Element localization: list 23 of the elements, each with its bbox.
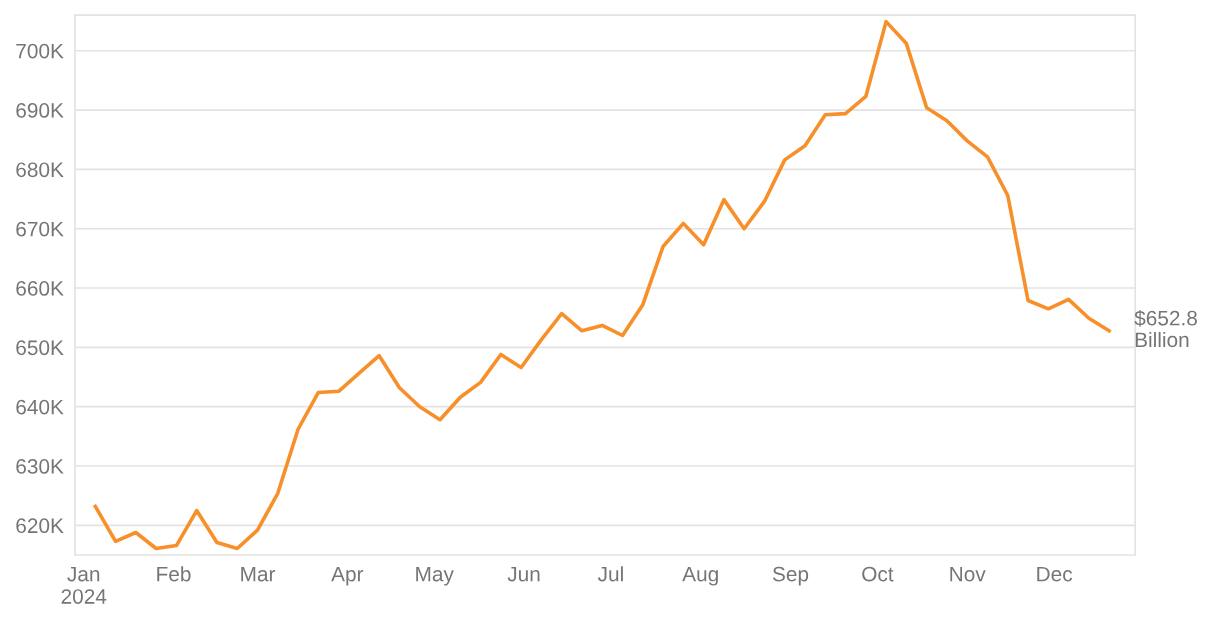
x-tick-label: Feb: [157, 566, 191, 582]
line-series: [93, 19, 1111, 551]
x-tick-label: Mar: [241, 566, 276, 582]
x-tick-label: Sep: [772, 566, 809, 586]
y-tick-label: 640K: [16, 399, 64, 415]
y-tick-label: 630K: [16, 459, 64, 474]
x-tick-label: May: [416, 566, 454, 586]
annotation: $652.8 Billion: [1134, 309, 1197, 348]
x-tick-label: Jul: [597, 566, 623, 582]
x-tick-label: Aug: [682, 566, 718, 586]
x-tick-label: Jan 2024: [61, 566, 107, 604]
x-tick-label: Apr: [331, 566, 364, 586]
y-tick-label: 680K: [16, 162, 64, 178]
y-tick-label: 620K: [16, 518, 64, 534]
y-tick-label: 650K: [16, 340, 64, 356]
y-tick-label: 670K: [16, 221, 64, 237]
y-tick-label: 700K: [16, 43, 64, 59]
y-tick-label: 690K: [16, 103, 64, 118]
x-tick-label: Oct: [862, 566, 894, 582]
x-tick-label: Nov: [950, 566, 986, 582]
x-tick-label: Jun: [507, 566, 540, 582]
y-tick-label: 660K: [16, 281, 64, 296]
x-tick-label: Dec: [1037, 566, 1073, 582]
